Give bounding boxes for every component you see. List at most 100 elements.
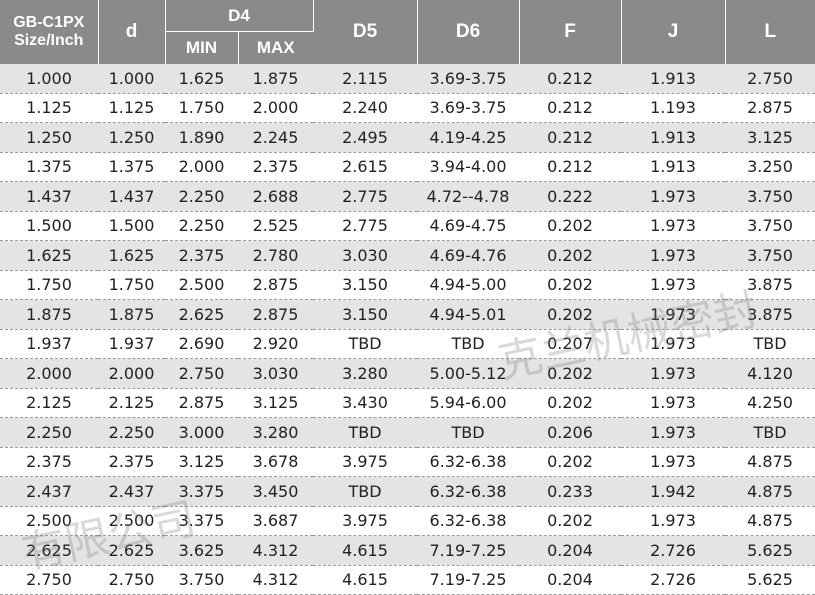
- table-cell: 2.000: [238, 93, 314, 123]
- table-cell: 1.913: [621, 152, 726, 182]
- table-cell: 5.625: [725, 565, 815, 595]
- table-cell: 1.973: [621, 506, 726, 536]
- table-cell: 2.688: [238, 181, 314, 212]
- table-cell: 6.32-6.38: [417, 447, 520, 477]
- table-cell: 1.750: [98, 270, 165, 300]
- table-cell: 2.625: [165, 299, 238, 330]
- table-cell: 1.000: [98, 64, 165, 94]
- table-cell: 4.69-4.75: [417, 211, 520, 241]
- table-cell: 0.202: [519, 299, 622, 330]
- table-cell: 3.375: [165, 506, 238, 536]
- table-cell: 4.312: [238, 565, 314, 595]
- table-cell: 2.250: [0, 417, 98, 448]
- table-cell: 3.280: [313, 358, 418, 389]
- table-cell: 2.000: [98, 358, 165, 389]
- table-row: 1.000 1.000 1.625 1.875 2.115 3.69-3.75 0.212 1…: [0, 64, 815, 94]
- table-cell: 2.115: [313, 64, 418, 94]
- table-cell: 1.750: [165, 93, 238, 123]
- table-cell: 2.780: [238, 240, 314, 271]
- table-cell: 5.00-5.12: [417, 358, 520, 389]
- table-cell: 3.94-4.00: [417, 152, 520, 182]
- table-cell: 4.72--4.78: [417, 181, 520, 212]
- table-cell: 1.973: [621, 329, 726, 359]
- table-cell: 0.207: [519, 329, 622, 359]
- table-cell: 2.495: [313, 122, 418, 153]
- table-row: 2.500 2.500 3.375 3.687 3.975 6.32-6.38 0.202 1…: [0, 506, 815, 536]
- table-cell: 4.875: [725, 476, 815, 507]
- table-cell: 3.875: [725, 270, 815, 300]
- table-cell: 1.625: [165, 64, 238, 94]
- table-cell: 3.430: [313, 388, 418, 418]
- table-cell: 3.975: [313, 506, 418, 536]
- table-cell: 0.212: [519, 93, 622, 123]
- table-cell: TBD: [725, 329, 815, 359]
- table-cell: 2.726: [621, 565, 726, 595]
- table-cell: 1.625: [98, 240, 165, 271]
- table-row: 2.625 2.625 3.625 4.312 4.615 7.19-7.25 0.204 2…: [0, 535, 815, 566]
- table-cell: 1.973: [621, 299, 726, 330]
- table-cell: 1.973: [621, 211, 726, 241]
- header-d4: D4: [165, 0, 314, 32]
- table-cell: 1.750: [0, 270, 98, 300]
- table-cell: 2.875: [238, 299, 314, 330]
- header-l: L: [725, 0, 815, 64]
- table-cell: 4.94-5.01: [417, 299, 520, 330]
- table-cell: 1.973: [621, 358, 726, 389]
- table-cell: 2.525: [238, 211, 314, 241]
- table-cell: TBD: [417, 417, 520, 448]
- header-size-line1: GB-C1PX: [13, 14, 85, 31]
- table-cell: 2.500: [98, 506, 165, 536]
- table-cell: 0.206: [519, 417, 622, 448]
- table-cell: 3.69-3.75: [417, 93, 520, 123]
- table-cell: 2.690: [165, 329, 238, 359]
- header-f: F: [519, 0, 622, 64]
- table-cell: 1.125: [0, 93, 98, 123]
- table-cell: 1.000: [0, 64, 98, 94]
- table-row: 1.937 1.937 2.690 2.920 TBD TBD 0.207 1.973 TBD: [0, 329, 815, 359]
- table-cell: 7.19-7.25: [417, 565, 520, 595]
- table-cell: 4.875: [725, 447, 815, 477]
- table-cell: 3.150: [313, 270, 418, 300]
- table-cell: 1.973: [621, 240, 726, 271]
- table-row: 1.500 1.500 2.250 2.525 2.775 4.69-4.75 0.202 1…: [0, 211, 815, 241]
- header-d6: D6: [417, 0, 520, 64]
- table-cell: 1.625: [0, 240, 98, 271]
- table-cell: 1.942: [621, 476, 726, 507]
- table-cell: 2.875: [165, 388, 238, 418]
- table-cell: 2.375: [238, 152, 314, 182]
- header-size: GB-C1PX Size/Inch: [0, 0, 99, 64]
- table-cell: 1.875: [238, 64, 314, 94]
- table-cell: 1.250: [0, 122, 98, 153]
- table-cell: 2.375: [98, 447, 165, 477]
- header-d4-min: MIN: [165, 31, 239, 64]
- table-cell: 1.937: [98, 329, 165, 359]
- table-cell: 2.750: [0, 565, 98, 595]
- table-row: 1.875 1.875 2.625 2.875 3.150 4.94-5.01 0.202 1…: [0, 299, 815, 330]
- table-row: 1.625 1.625 2.375 2.780 3.030 4.69-4.76 0.202 1…: [0, 240, 815, 271]
- table-cell: 3.678: [238, 447, 314, 477]
- table-cell: 1.875: [98, 299, 165, 330]
- table-cell: 0.202: [519, 270, 622, 300]
- table-cell: 3.125: [725, 122, 815, 153]
- header-d5: D5: [313, 0, 418, 64]
- table-cell: 2.615: [313, 152, 418, 182]
- table-cell: 2.875: [725, 93, 815, 123]
- table-cell: 1.913: [621, 122, 726, 153]
- table-cell: 5.625: [725, 535, 815, 566]
- table-cell: 2.775: [313, 211, 418, 241]
- table-cell: 3.000: [165, 417, 238, 448]
- table-cell: 0.212: [519, 64, 622, 94]
- header-size-line2: Size/Inch: [14, 32, 84, 49]
- table-cell: 2.375: [165, 240, 238, 271]
- table-cell: 3.250: [725, 152, 815, 182]
- table-cell: 2.437: [98, 476, 165, 507]
- table-cell: 2.000: [0, 358, 98, 389]
- table-cell: 2.125: [98, 388, 165, 418]
- table-cell: 3.280: [238, 417, 314, 448]
- table-header: GB-C1PX Size/Inch d D4 D5 D6 F J L MIN M…: [0, 0, 815, 64]
- table-cell: 2.250: [165, 211, 238, 241]
- table-cell: 3.750: [725, 181, 815, 212]
- table-cell: 4.875: [725, 506, 815, 536]
- table-cell: 0.204: [519, 565, 622, 595]
